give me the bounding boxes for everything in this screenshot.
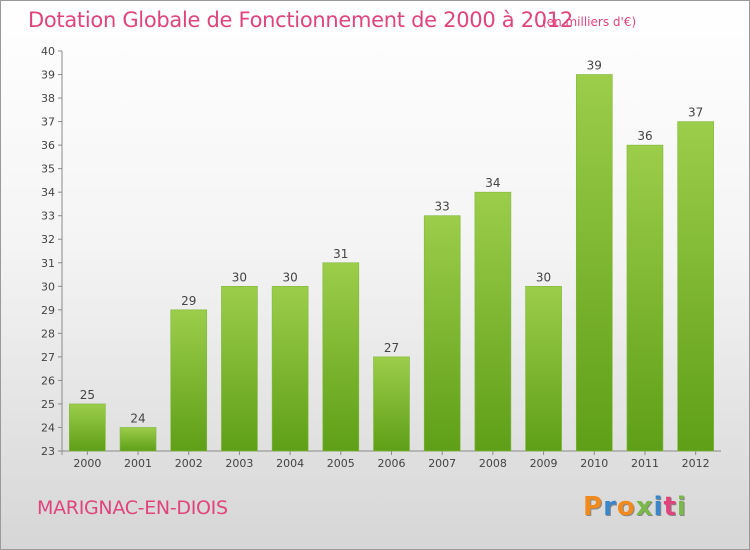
- logo-letter: t: [663, 492, 677, 522]
- bar-value-label: 24: [130, 411, 145, 425]
- x-tick-label: 2004: [276, 457, 304, 470]
- logo-letter: r: [603, 492, 617, 522]
- bar: [677, 121, 714, 452]
- y-tick-label: 31: [41, 257, 55, 270]
- y-tick-label: 36: [41, 139, 55, 152]
- logo-letter: P: [583, 492, 604, 522]
- bar-value-label: 33: [435, 200, 450, 214]
- y-tick-label: 24: [41, 421, 55, 434]
- bar: [525, 285, 562, 452]
- bar-value-label: 36: [637, 129, 652, 143]
- bar: [221, 285, 258, 452]
- bar: [373, 356, 410, 452]
- logo-letter: i: [653, 492, 664, 522]
- proxiti-logo: Proxiti: [583, 492, 687, 522]
- chart-subtitle: (en milliers d'€): [542, 15, 637, 29]
- bar-value-label: 27: [384, 341, 399, 355]
- x-tick-label: 2008: [479, 457, 507, 470]
- bar-value-label: 30: [536, 270, 551, 284]
- x-tick-label: 2011: [631, 457, 659, 470]
- y-tick-label: 38: [41, 92, 55, 105]
- y-tick-label: 32: [41, 233, 55, 246]
- y-tick-label: 35: [41, 163, 55, 176]
- x-tick-label: 2000: [73, 457, 101, 470]
- x-tick-label: 2002: [175, 457, 203, 470]
- y-tick-label: 25: [41, 398, 55, 411]
- bar: [322, 262, 360, 452]
- bar-value-label: 30: [282, 270, 297, 284]
- y-tick-label: 28: [41, 327, 55, 340]
- bar-value-label: 30: [232, 270, 247, 284]
- bar: [271, 285, 309, 452]
- bar-value-label: 31: [333, 247, 348, 261]
- commune-name: MARIGNAC-EN-DIOIS: [37, 497, 228, 519]
- bar-value-label: 29: [181, 294, 196, 308]
- bar-value-label: 25: [80, 388, 95, 402]
- bar: [423, 215, 461, 452]
- y-tick-label: 23: [41, 445, 55, 458]
- bar-value-label: 39: [587, 59, 602, 73]
- y-tick-label: 29: [41, 304, 55, 317]
- bar: [575, 74, 613, 452]
- chart-title: Dotation Globale de Fonctionnement de 20…: [28, 8, 573, 32]
- y-tick-label: 37: [41, 116, 55, 129]
- y-tick-label: 26: [41, 374, 55, 387]
- y-tick-label: 40: [41, 45, 55, 58]
- x-tick-label: 2005: [327, 457, 355, 470]
- x-tick-label: 2009: [530, 457, 558, 470]
- bar: [170, 309, 208, 452]
- logo-letter: i: [676, 492, 687, 522]
- y-tick-label: 34: [41, 186, 55, 199]
- bar-value-label: 34: [485, 176, 500, 190]
- y-tick-label: 39: [41, 69, 55, 82]
- logo-letter: o: [616, 492, 636, 522]
- logo-letter: x: [635, 492, 654, 522]
- bar: [626, 144, 664, 452]
- x-tick-label: 2001: [124, 457, 152, 470]
- bar: [119, 427, 157, 452]
- x-tick-label: 2012: [682, 457, 710, 470]
- y-tick-label: 27: [41, 351, 55, 364]
- x-tick-label: 2007: [428, 457, 456, 470]
- bar-value-label: 37: [688, 106, 703, 120]
- x-tick-label: 2003: [225, 457, 253, 470]
- x-tick-label: 2010: [580, 457, 608, 470]
- bar: [69, 403, 106, 452]
- y-tick-label: 33: [41, 210, 55, 223]
- y-tick-label: 30: [41, 280, 55, 293]
- x-tick-label: 2006: [378, 457, 406, 470]
- bar: [474, 191, 512, 452]
